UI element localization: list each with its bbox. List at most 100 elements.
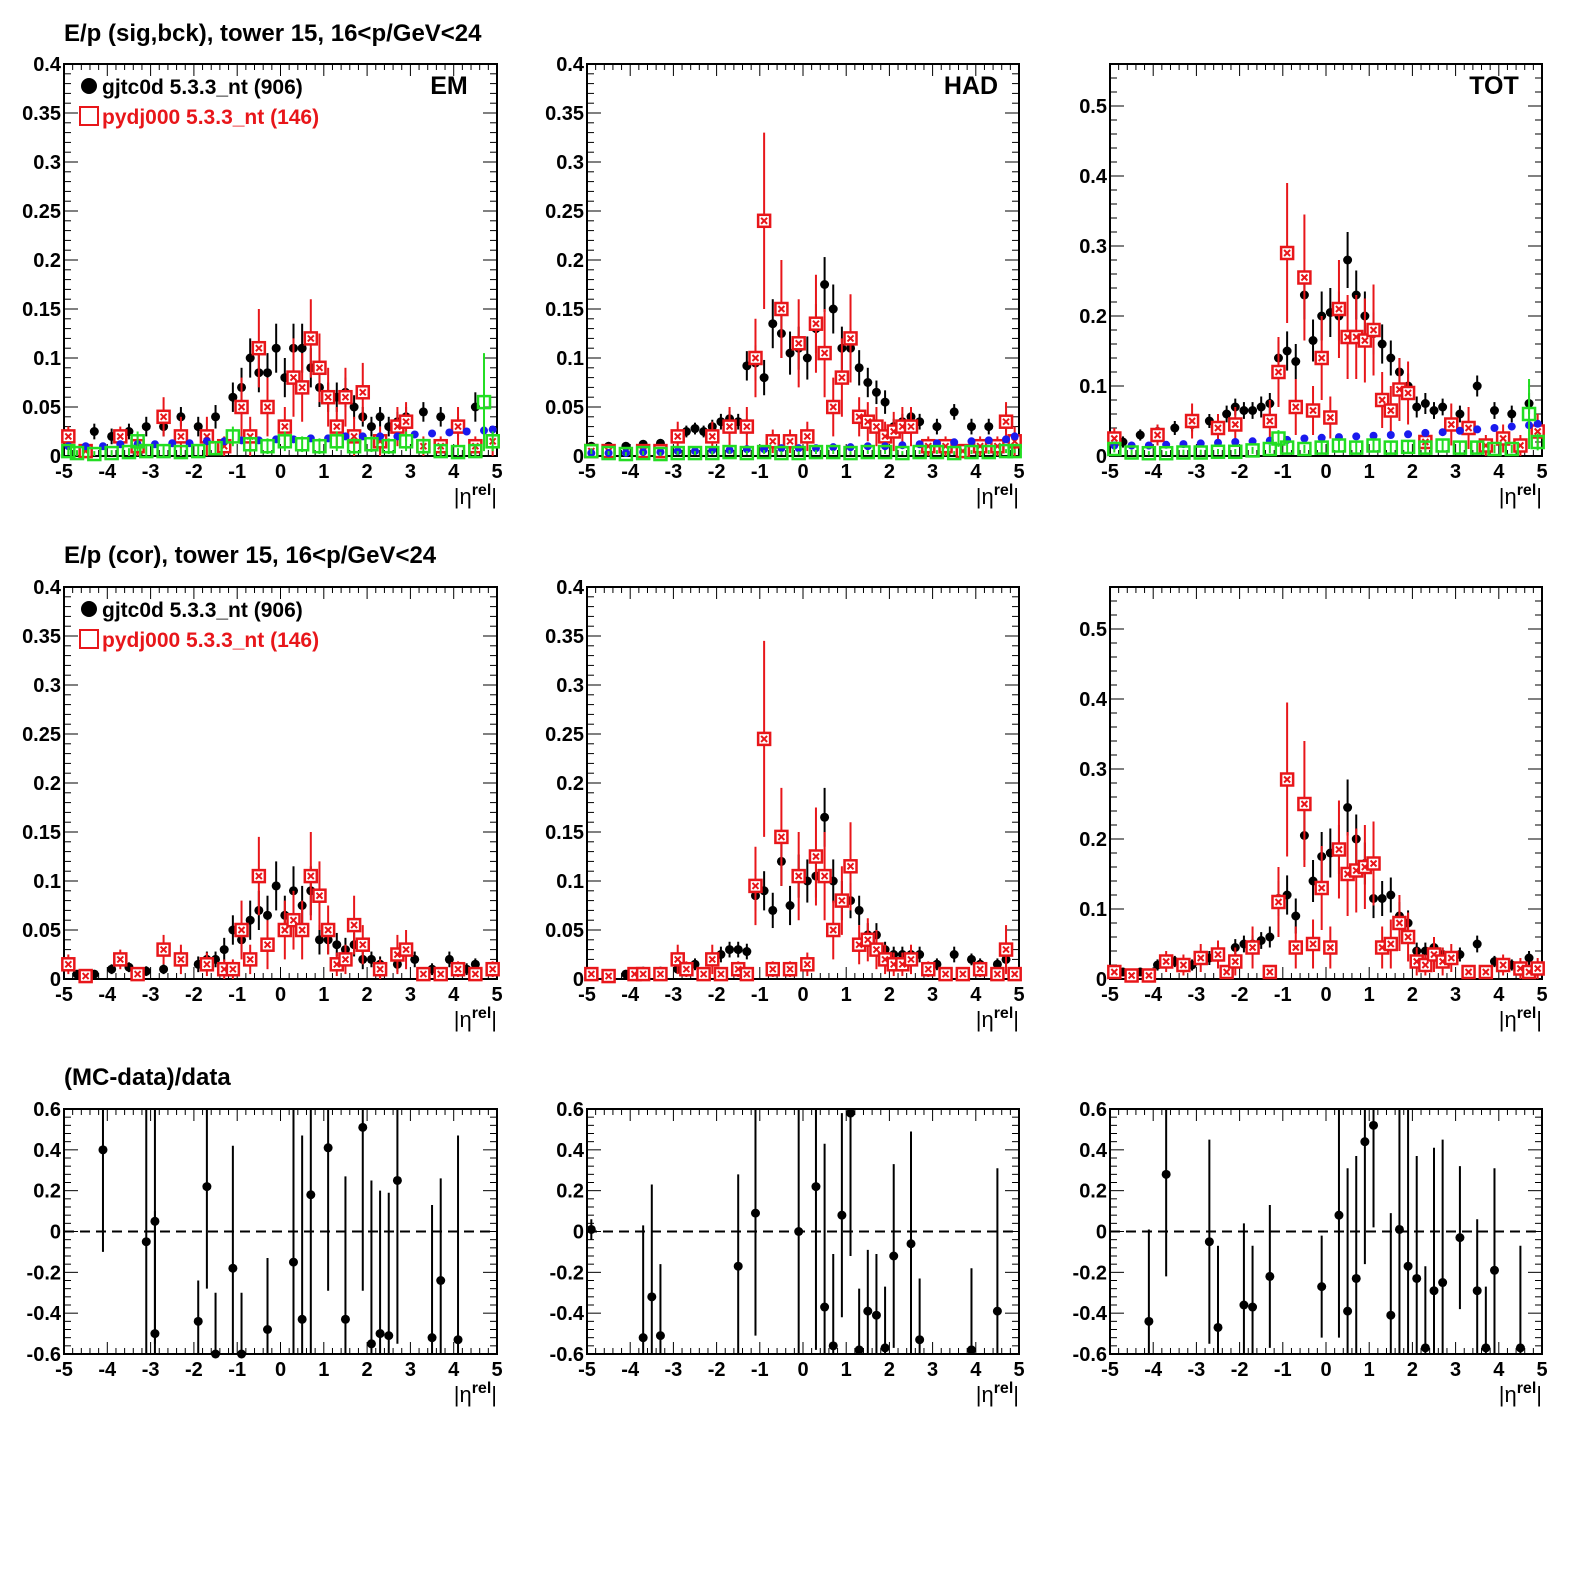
x-axis-label-sup: rel <box>994 1380 1014 1397</box>
marker-cross <box>1387 406 1395 415</box>
marker <box>476 394 492 410</box>
marker <box>208 440 223 456</box>
marker <box>1369 431 1378 440</box>
y-tick-label: 0.1 <box>33 348 61 370</box>
data-point <box>1176 445 1191 460</box>
marker <box>860 444 876 460</box>
data-point <box>1438 398 1448 416</box>
data-point <box>320 367 336 427</box>
data-point <box>966 953 976 966</box>
data-point <box>687 445 703 461</box>
marker <box>794 1227 804 1236</box>
data-point <box>1418 954 1433 976</box>
data-point <box>277 431 293 452</box>
marker <box>1010 432 1019 441</box>
data-point <box>1507 422 1516 431</box>
data-point <box>808 444 824 460</box>
data-point <box>1231 438 1240 446</box>
marker <box>1366 438 1381 453</box>
marker-cross <box>717 970 725 978</box>
marker-cross <box>64 432 73 441</box>
x-axis-label: |ηrel| <box>1499 482 1542 509</box>
data-point <box>655 1264 665 1354</box>
x-axis-label-base: |η <box>1499 1382 1517 1407</box>
marker-cross <box>872 422 881 431</box>
x-tick-label: 1 <box>1364 984 1375 1006</box>
data-point <box>984 418 994 435</box>
marker-cross <box>1274 898 1283 906</box>
marker-cross <box>751 354 760 362</box>
data-point <box>1507 405 1517 423</box>
y-tick-label: 0.15 <box>22 822 61 844</box>
marker <box>871 387 881 397</box>
data-point <box>436 407 446 427</box>
series-green <box>61 353 500 462</box>
y-tick-label: 0 <box>1096 446 1107 468</box>
data-point <box>932 418 942 435</box>
x-tick-label: -4 <box>621 984 640 1006</box>
marker-cross <box>1162 957 1170 966</box>
marker <box>329 434 345 449</box>
marker <box>98 1145 108 1155</box>
y-tick-label: 0.25 <box>545 724 584 746</box>
marker <box>349 402 359 412</box>
x-tick-label: 2 <box>362 1359 373 1381</box>
data-point <box>750 1109 760 1336</box>
y-tick-label: 0.35 <box>545 103 584 125</box>
data-point <box>846 1108 856 1256</box>
x-tick-label: 1 <box>318 1359 329 1381</box>
data-point <box>1366 284 1381 376</box>
marker <box>1352 432 1361 441</box>
marker-cross <box>324 393 332 401</box>
plot-frame <box>586 586 1020 980</box>
data-point <box>228 1145 238 1354</box>
data-point <box>584 443 599 459</box>
marker <box>462 427 471 436</box>
data-point <box>1002 435 1011 444</box>
row-title-sigbck: E/p (sig,bck), tower 15, 16<p/GeV<24 <box>64 20 482 47</box>
marker <box>854 363 864 373</box>
data-point <box>1213 1245 1223 1354</box>
data-point <box>906 1131 916 1354</box>
data-point <box>234 377 249 437</box>
data-point <box>981 444 997 460</box>
series-mc <box>1107 702 1545 983</box>
data-point <box>1343 232 1353 288</box>
marker-cross <box>846 862 855 871</box>
data-point <box>462 427 471 436</box>
marker <box>416 438 431 454</box>
x-axis-label-sup: rel <box>994 482 1014 499</box>
x-tick-label: 3 <box>927 984 938 1006</box>
data-point <box>1222 405 1232 423</box>
marker-cross <box>656 970 665 978</box>
marker <box>739 445 755 461</box>
y-tick-label: 0.1 <box>556 871 584 893</box>
marker-cross <box>820 349 829 357</box>
data-point <box>485 431 500 452</box>
marker-cross <box>159 413 168 421</box>
marker <box>1265 932 1275 942</box>
data-point <box>1420 1266 1430 1354</box>
y-tick-label: 0.4 <box>556 1140 585 1162</box>
data-point <box>601 968 616 984</box>
marker <box>366 1339 376 1349</box>
data-point <box>860 444 876 460</box>
marker <box>89 427 99 436</box>
marker <box>1481 1343 1491 1353</box>
data-point <box>601 445 616 461</box>
y-tick-label: -0.6 <box>1073 1344 1107 1366</box>
x-tick-label: 0 <box>1320 461 1331 483</box>
marker-cross <box>376 965 384 973</box>
marker <box>1248 1302 1258 1312</box>
marker <box>820 812 830 822</box>
data-point <box>375 407 385 427</box>
marker <box>398 434 414 449</box>
marker <box>1343 1306 1353 1316</box>
x-tick-label: 2 <box>1407 1359 1418 1381</box>
data-point <box>998 443 1014 459</box>
data-point <box>1418 440 1433 455</box>
marker-cross <box>116 432 124 441</box>
marker-cross <box>1222 968 1231 976</box>
data-point <box>1291 344 1301 379</box>
